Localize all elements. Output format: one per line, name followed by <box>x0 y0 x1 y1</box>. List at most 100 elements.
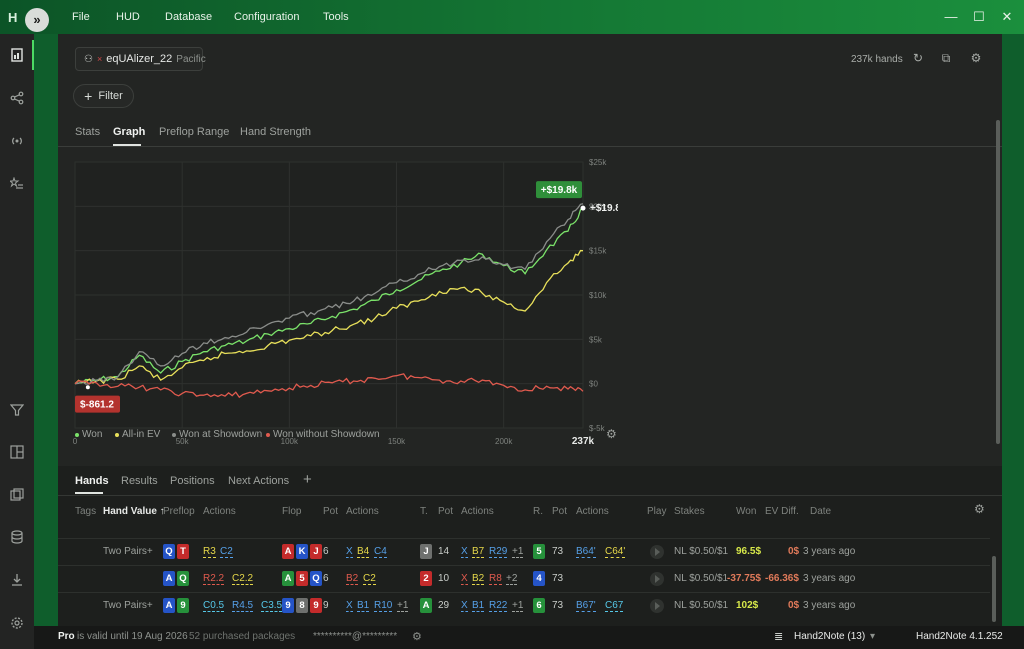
refresh-icon[interactable]: ↻ <box>912 51 924 65</box>
table-row[interactable]: Two Pairs+ A 9 C0.5 R4.5 C3.5 9 8 9 9 X B1 R10 +1 A 29 X… <box>58 592 990 619</box>
network-icon[interactable] <box>0 86 34 110</box>
turn-action: B1 <box>472 600 485 612</box>
col-river-actions[interactable]: Actions <box>576 506 609 517</box>
col-turn[interactable]: T. <box>420 506 428 517</box>
play-replay-button[interactable] <box>650 545 664 559</box>
database-selector[interactable]: Hand2Note (13) <box>794 631 866 642</box>
ev-diff: -66.36$ <box>765 573 799 584</box>
menu-configuration[interactable]: Configuration <box>234 11 300 23</box>
windows-icon[interactable] <box>0 483 34 507</box>
col-stakes[interactable]: Stakes <box>674 506 705 517</box>
flop-pot: 6 <box>323 546 329 557</box>
turn-action: +1 <box>512 546 524 558</box>
table-settings-icon[interactable]: ⚙ <box>974 502 985 516</box>
col-play[interactable]: Play <box>647 506 667 517</box>
series-line <box>74 203 584 385</box>
play-replay-button[interactable] <box>650 572 664 586</box>
license-tier: Pro <box>58 631 75 642</box>
tab-graph[interactable]: Graph <box>113 126 146 138</box>
chevron-down-icon[interactable]: ▾ <box>870 631 876 642</box>
close-icon[interactable]: ✕ <box>1001 9 1013 24</box>
panel-settings-icon[interactable]: ⚙ <box>970 51 982 65</box>
player-selector[interactable]: ⚇ × eqUAlizer_22 Pacific <box>75 47 206 71</box>
settings-gear-icon[interactable] <box>0 611 34 635</box>
play-replay-button[interactable] <box>650 599 664 613</box>
expand-sidebar-button[interactable]: » <box>25 8 49 32</box>
download-icon[interactable] <box>0 568 34 592</box>
col-flop-pot[interactable]: Pot <box>323 506 339 517</box>
stakes: NL $0.50/$1 <box>674 600 729 611</box>
col-preflop[interactable]: Preflop <box>163 506 195 517</box>
legend-allin-ev[interactable]: All-in EV <box>115 429 160 440</box>
tab-underline <box>113 144 141 146</box>
turn-action: +2 <box>506 573 518 585</box>
series-line <box>74 373 584 399</box>
tab-hand-strength[interactable]: Hand Strength <box>240 126 311 138</box>
purchased-packages[interactable]: 52 purchased packages <box>189 631 296 642</box>
table-row[interactable]: A Q R2.2 C2.2 A 5 Q 6 B2 C2 2 10 X B2 R8 +2 4 73 NL $0.50/… <box>58 565 990 592</box>
preflop-card: Q <box>163 544 175 559</box>
col-flop[interactable]: Flop <box>282 506 302 517</box>
menu-hud[interactable]: HUD <box>116 11 140 23</box>
filter-icon[interactable] <box>0 398 34 422</box>
tab-stats[interactable]: Stats <box>75 126 101 138</box>
legend-won-showdown[interactable]: Won at Showdown <box>172 429 262 440</box>
river-action: C67 <box>605 600 624 612</box>
remove-player-icon[interactable]: × <box>96 54 103 64</box>
tab-next-actions[interactable]: Next Actions <box>228 475 290 487</box>
tab-preflop-range[interactable]: Preflop Range <box>159 126 230 138</box>
turn-pot: 29 <box>438 600 450 611</box>
reports-icon[interactable] <box>0 43 34 67</box>
col-tags[interactable]: Tags <box>75 506 97 517</box>
tab-hands[interactable]: Hands <box>75 475 109 487</box>
table-row[interactable]: Two Pairs+ Q T R3 C2 A K J 6 X B4 C4 J 14 X B7 R29 +1 5 73 B… <box>58 538 990 565</box>
minimize-icon[interactable]: — <box>944 9 958 24</box>
account-email[interactable]: **********@********* <box>313 631 398 642</box>
col-won[interactable]: Won <box>736 506 757 517</box>
col-preflop-actions[interactable]: Actions <box>203 506 236 517</box>
tab-results[interactable]: Results <box>121 475 158 487</box>
turn-action: X <box>461 600 468 612</box>
legend-won-without-showdown[interactable]: Won without Showdown <box>266 429 380 440</box>
layout-icon[interactable] <box>0 440 34 464</box>
preflop-action: R2.2 <box>203 573 225 585</box>
hand-value: Two Pairs+ <box>103 600 153 611</box>
turn-action: R22 <box>489 600 508 612</box>
maximize-icon[interactable]: ☐ <box>973 9 985 24</box>
river-action: B67' <box>576 600 596 612</box>
max-badge-label: +$19.8k <box>541 185 578 196</box>
menu-database[interactable]: Database <box>165 11 213 23</box>
menu-file[interactable]: File <box>72 11 90 23</box>
col-ev-diff[interactable]: EV Diff. <box>765 506 799 517</box>
col-date[interactable]: Date <box>810 506 832 517</box>
filter-button[interactable]: + Filter <box>73 84 134 108</box>
preflop-action: R3 <box>203 546 216 558</box>
turn-action: +1 <box>512 600 524 612</box>
favorites-list-icon[interactable] <box>0 172 34 196</box>
add-tab-icon[interactable]: + <box>303 471 312 488</box>
main-scrollbar[interactable] <box>996 120 1000 444</box>
flop-card: J <box>310 544 322 559</box>
col-flop-actions[interactable]: Actions <box>346 506 379 517</box>
col-river[interactable]: R. <box>533 506 543 517</box>
filter-label: Filter <box>98 90 123 102</box>
account-settings-icon[interactable]: ⚙ <box>412 631 422 643</box>
col-turn-actions[interactable]: Actions <box>461 506 494 517</box>
flop-card: 8 <box>296 598 308 613</box>
live-broadcast-icon[interactable] <box>0 129 34 153</box>
database-status-icon: ≣ <box>774 631 784 643</box>
menu-tools[interactable]: Tools <box>323 11 349 23</box>
popout-icon[interactable]: ⧉ <box>941 51 951 65</box>
col-river-pot[interactable]: Pot <box>552 506 568 517</box>
col-turn-pot[interactable]: Pot <box>438 506 454 517</box>
legend-won[interactable]: Won <box>75 429 102 440</box>
tab-positions[interactable]: Positions <box>170 475 215 487</box>
col-hand-value[interactable]: Hand Value ↑ <box>103 506 165 517</box>
database-icon[interactable] <box>0 525 34 549</box>
flop-card: K <box>296 544 308 559</box>
table-scrollbar[interactable] <box>992 556 996 622</box>
hand-date: 3 years ago <box>803 573 856 584</box>
chart-settings-icon[interactable]: ⚙ <box>606 427 617 441</box>
series-line <box>74 249 584 385</box>
stakes: NL $0.50/$1 <box>674 573 729 584</box>
